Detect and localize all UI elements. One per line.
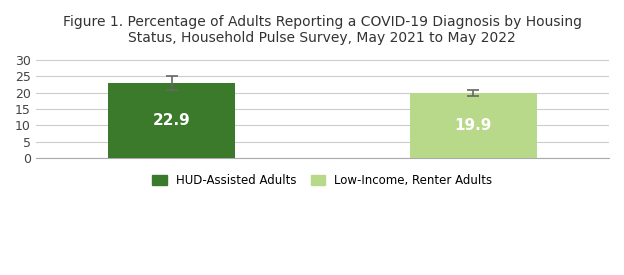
Title: Figure 1. Percentage of Adults Reporting a COVID-19 Diagnosis by Housing
Status,: Figure 1. Percentage of Adults Reporting…	[63, 15, 582, 45]
Text: 22.9: 22.9	[153, 113, 190, 128]
Bar	[108, 83, 235, 158]
Text: 19.9: 19.9	[454, 118, 492, 133]
Legend: HUD-Assisted Adults, Low-Income, Renter Adults: HUD-Assisted Adults, Low-Income, Renter …	[148, 169, 497, 192]
Bar	[410, 93, 537, 158]
